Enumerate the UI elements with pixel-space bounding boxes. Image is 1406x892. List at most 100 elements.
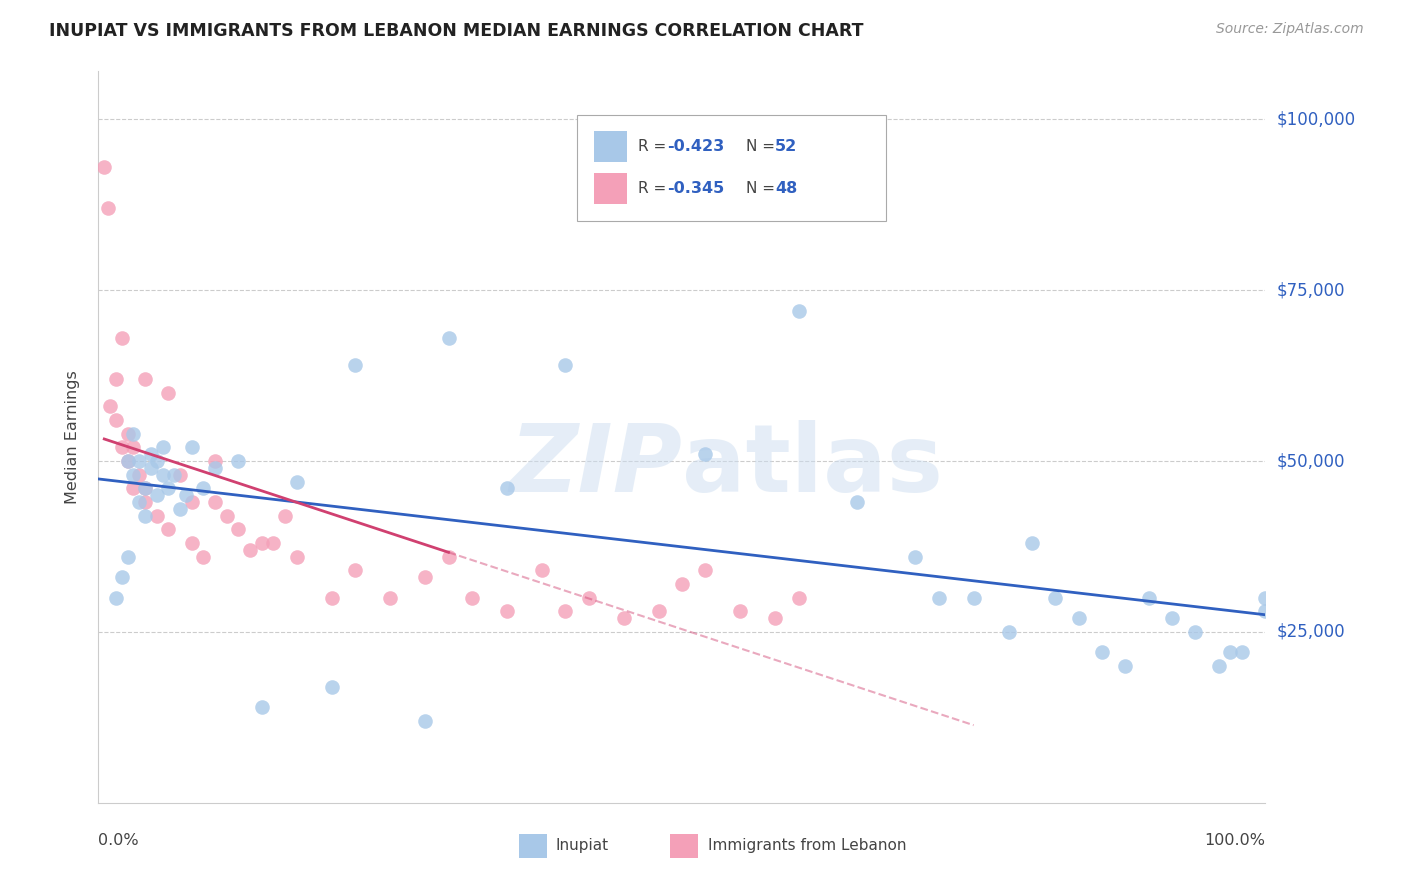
Point <box>285 475 308 489</box>
FancyBboxPatch shape <box>576 115 886 221</box>
Point <box>97 201 120 215</box>
Text: INUPIAT VS IMMIGRANTS FROM LEBANON MEDIAN EARNINGS CORRELATION CHART: INUPIAT VS IMMIGRANTS FROM LEBANON MEDIA… <box>49 22 863 40</box>
Point <box>163 467 186 482</box>
Point <box>763 611 786 625</box>
Point <box>157 385 180 400</box>
Point <box>904 549 927 564</box>
Point <box>169 467 191 482</box>
Point <box>647 604 669 618</box>
Text: $75,000: $75,000 <box>1277 281 1346 299</box>
Point <box>530 563 553 577</box>
Point <box>104 413 127 427</box>
Point <box>139 447 162 461</box>
Point <box>180 495 202 509</box>
Point <box>204 460 226 475</box>
Point <box>928 591 950 605</box>
Point <box>146 508 169 523</box>
Bar <box>595 131 627 162</box>
Point <box>228 454 250 468</box>
Point <box>193 481 215 495</box>
Point <box>169 501 191 516</box>
Text: -0.345: -0.345 <box>666 181 724 196</box>
Point <box>997 624 1019 639</box>
Point <box>93 160 115 174</box>
Text: N =: N = <box>747 139 780 154</box>
Point <box>285 549 308 564</box>
Point <box>846 495 869 509</box>
Point <box>321 680 343 694</box>
Point <box>1114 659 1136 673</box>
Point <box>1137 591 1160 605</box>
Point <box>496 481 519 495</box>
Point <box>117 426 139 441</box>
Point <box>204 495 226 509</box>
Point <box>122 467 145 482</box>
Point <box>380 591 402 605</box>
Point <box>250 536 273 550</box>
Point <box>578 591 600 605</box>
Point <box>695 447 717 461</box>
Text: $25,000: $25,000 <box>1277 623 1346 641</box>
Point <box>98 400 121 414</box>
Point <box>134 372 156 386</box>
Point <box>215 508 238 523</box>
Point <box>239 542 262 557</box>
Point <box>111 331 134 345</box>
Text: $50,000: $50,000 <box>1277 452 1346 470</box>
Point <box>437 549 460 564</box>
Point <box>157 481 180 495</box>
Point <box>128 467 150 482</box>
Text: 52: 52 <box>775 139 797 154</box>
Point <box>1161 611 1184 625</box>
Point <box>613 611 636 625</box>
Point <box>134 495 156 509</box>
Point <box>730 604 752 618</box>
Point <box>250 700 273 714</box>
Point <box>1254 604 1277 618</box>
Text: 48: 48 <box>775 181 797 196</box>
Point <box>321 591 343 605</box>
Point <box>104 372 127 386</box>
Point <box>344 563 367 577</box>
Text: $100,000: $100,000 <box>1277 111 1355 128</box>
Point <box>671 577 693 591</box>
Text: Immigrants from Lebanon: Immigrants from Lebanon <box>707 838 905 854</box>
Point <box>117 454 139 468</box>
Point <box>554 359 576 373</box>
Text: Source: ZipAtlas.com: Source: ZipAtlas.com <box>1216 22 1364 37</box>
Point <box>274 508 297 523</box>
Point <box>193 549 215 564</box>
Point <box>262 536 284 550</box>
Point <box>122 426 145 441</box>
Point <box>146 488 169 502</box>
Point <box>104 591 127 605</box>
Point <box>413 570 436 584</box>
Point <box>787 591 810 605</box>
Point <box>117 549 139 564</box>
Point <box>128 454 150 468</box>
Point <box>228 522 250 536</box>
Text: R =: R = <box>637 181 671 196</box>
Point <box>152 467 174 482</box>
Point <box>1021 536 1043 550</box>
Text: ZIP: ZIP <box>509 420 682 512</box>
Text: 0.0%: 0.0% <box>98 833 139 848</box>
Y-axis label: Median Earnings: Median Earnings <box>65 370 80 504</box>
Point <box>1045 591 1067 605</box>
Point <box>117 454 139 468</box>
Point <box>344 359 367 373</box>
Point <box>157 522 180 536</box>
Point <box>1184 624 1206 639</box>
Point <box>134 481 156 495</box>
Point <box>437 331 460 345</box>
Point <box>962 591 984 605</box>
Point <box>128 495 150 509</box>
Point <box>152 440 174 454</box>
Point <box>1219 645 1241 659</box>
Point <box>111 440 134 454</box>
Point <box>111 570 134 584</box>
Point <box>554 604 576 618</box>
Point <box>695 563 717 577</box>
Text: -0.423: -0.423 <box>666 139 724 154</box>
Bar <box>671 834 699 858</box>
